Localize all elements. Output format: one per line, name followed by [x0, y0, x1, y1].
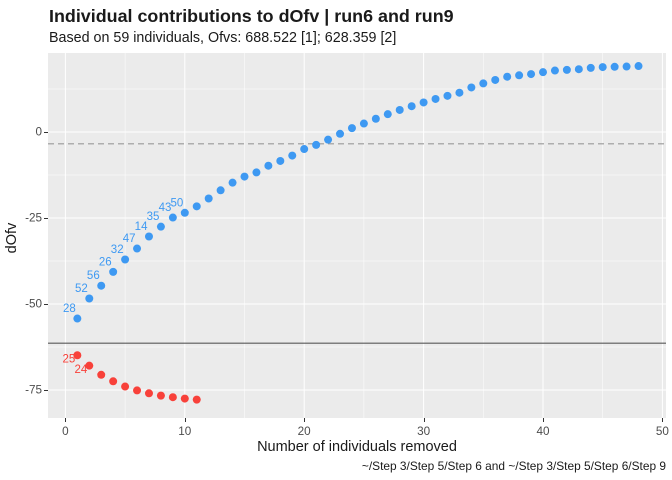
svg-text:25: 25 — [63, 354, 76, 366]
svg-text:26: 26 — [99, 256, 112, 268]
svg-text:35: 35 — [147, 211, 160, 223]
svg-text:47: 47 — [123, 233, 136, 245]
svg-text:28: 28 — [63, 303, 76, 315]
svg-text:24: 24 — [74, 364, 87, 376]
svg-text:43: 43 — [159, 202, 172, 214]
svg-text:32: 32 — [111, 244, 124, 256]
svg-text:52: 52 — [75, 283, 88, 295]
svg-text:50: 50 — [171, 197, 184, 209]
svg-text:56: 56 — [87, 270, 100, 282]
